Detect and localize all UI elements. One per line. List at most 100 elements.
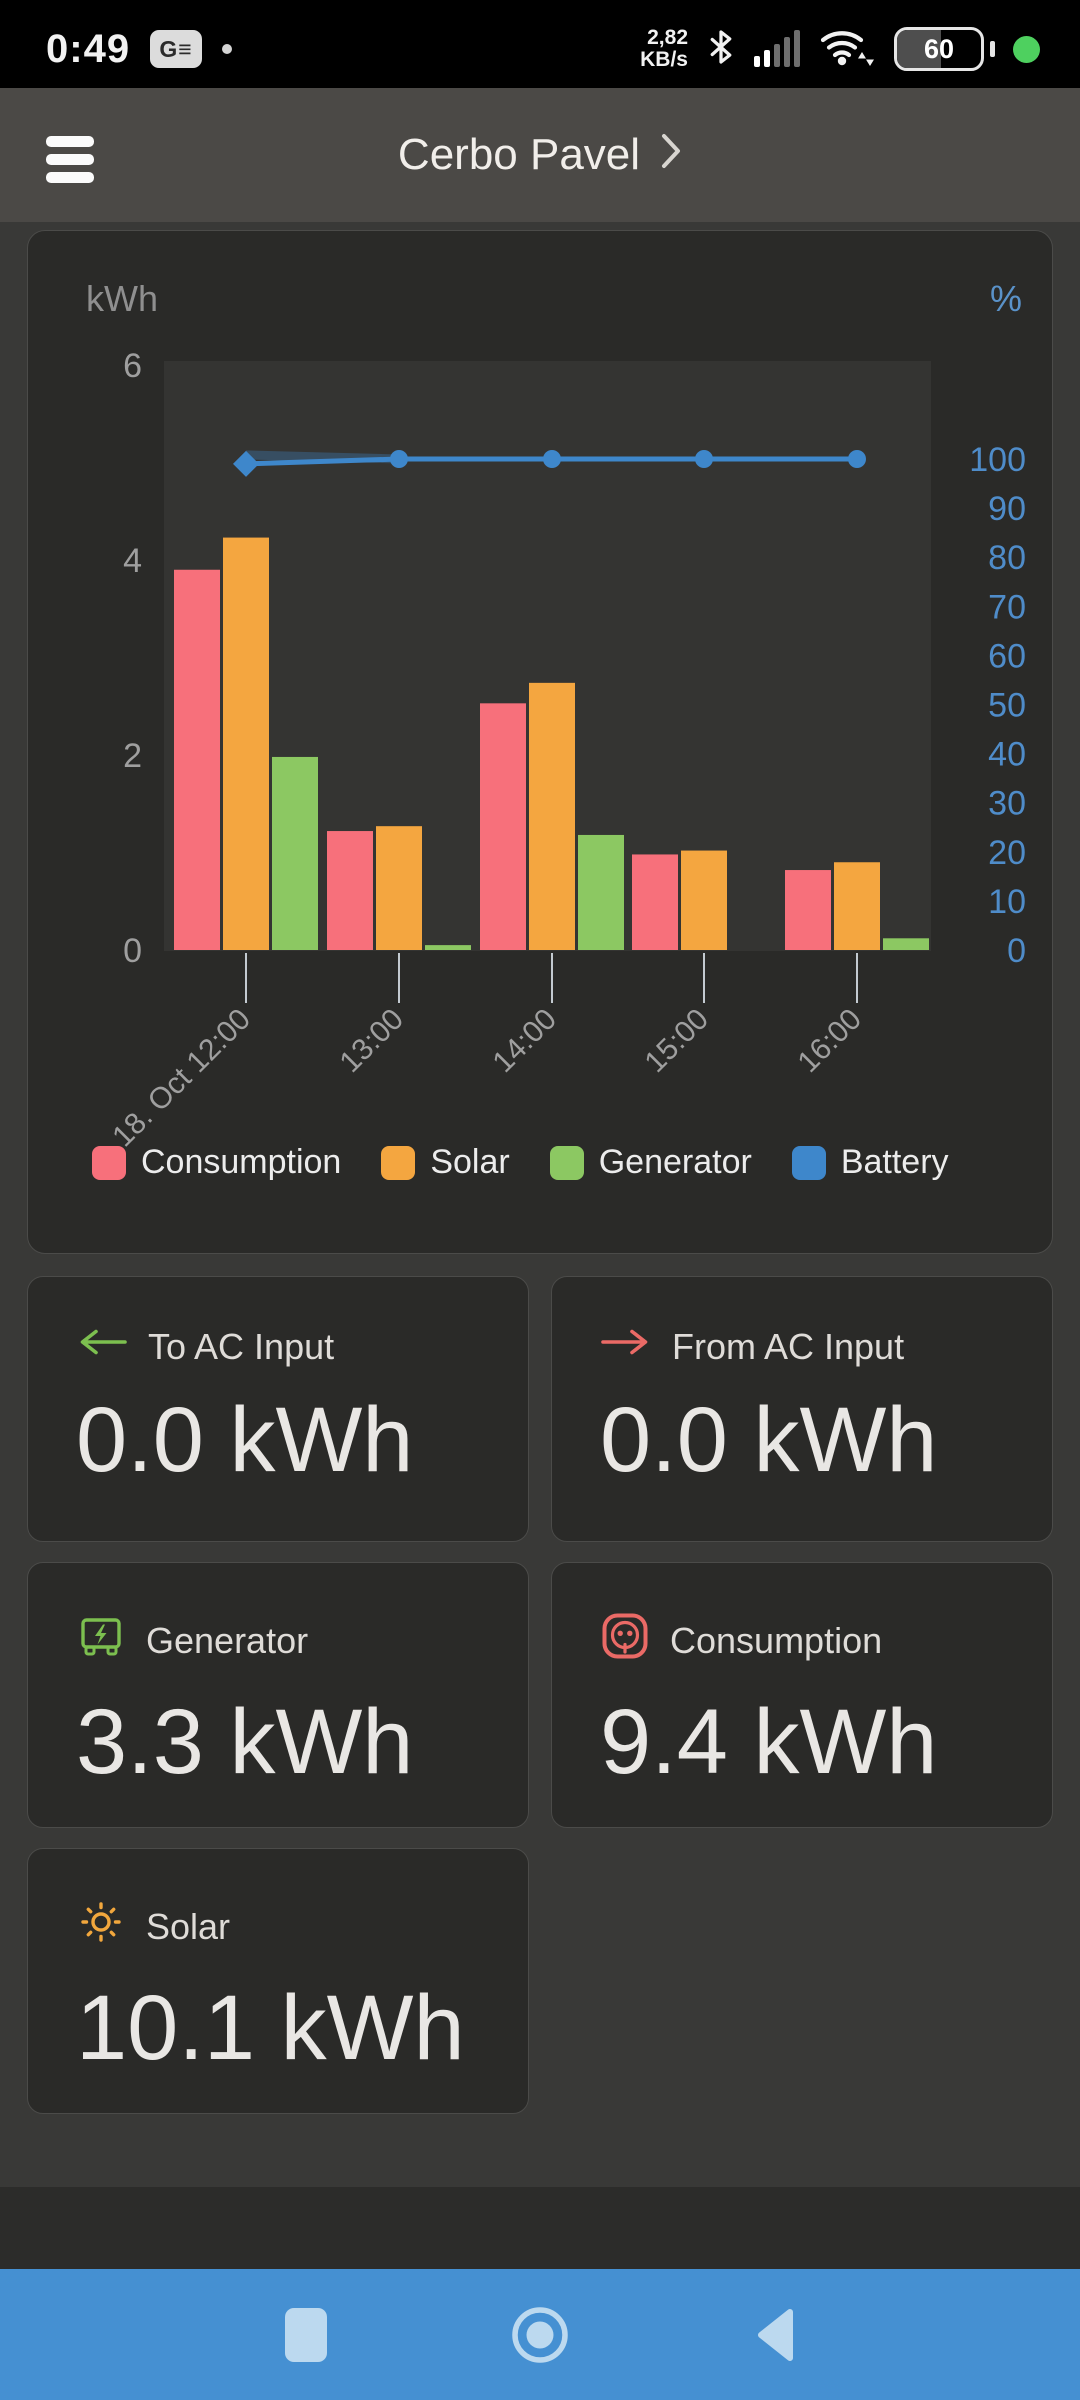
bar-consumption	[632, 854, 678, 950]
battery-nub	[990, 41, 995, 57]
card-generator[interactable]: Generator 3.3 kWh	[27, 1562, 529, 1828]
recents-button[interactable]	[274, 2303, 338, 2367]
card-from-ac-input[interactable]: From AC Input 0.0 kWh	[551, 1276, 1053, 1542]
arrow-right-icon	[600, 1325, 652, 1368]
notification-dot-icon	[222, 44, 233, 54]
menu-button[interactable]	[46, 136, 94, 183]
bar-solar	[834, 862, 880, 950]
bar-solar	[223, 537, 269, 950]
signal-icon	[754, 27, 800, 72]
home-button[interactable]	[508, 2303, 572, 2367]
bar-consumption	[327, 831, 373, 950]
axis-tick-label: 6	[123, 347, 142, 385]
bar-consumption	[480, 703, 526, 950]
axis-tick-label: 40	[988, 736, 1026, 774]
card-label: Solar	[146, 1905, 231, 1947]
axis-tick-label: 0	[123, 932, 142, 970]
back-button[interactable]	[742, 2303, 806, 2367]
bar-consumption	[785, 870, 831, 950]
clock: 0:49	[46, 26, 131, 71]
energy-chart-panel: kWh% 0 2 4 6 0 10 20 30 40 50 60 70 80 90 100 18. Oct 12…	[27, 230, 1053, 1254]
bar-solar	[681, 850, 727, 950]
axis-tick-label: 80	[988, 539, 1026, 577]
battery-icon: 60	[894, 27, 984, 71]
legend-swatch	[549, 1145, 584, 1180]
axis-tick-label: kWh	[86, 278, 158, 319]
bar-solar	[376, 826, 422, 950]
chevron-right-icon	[660, 130, 682, 180]
card-value: 9.4 kWh	[600, 1691, 938, 1793]
legend-swatch	[791, 1145, 826, 1180]
sun-icon	[76, 1897, 126, 1956]
bar-generator	[425, 945, 471, 950]
socket-icon	[600, 1611, 650, 1670]
legend-item-battery[interactable]: Battery	[791, 1143, 949, 1182]
bar-solar	[529, 682, 575, 950]
card-label: From AC Input	[672, 1325, 905, 1367]
axis-tick-label: 15:00	[639, 1003, 715, 1079]
card-label: Generator	[146, 1619, 309, 1661]
status-bar: 0:49 G≡ 2,82 KB/s	[0, 0, 1080, 88]
line-marker	[543, 450, 561, 468]
axis-tick-label: 13:00	[334, 1003, 410, 1079]
card-label: To AC Input	[148, 1325, 335, 1367]
axis-tick-label: 16:00	[792, 1003, 868, 1079]
card-consumption[interactable]: Consumption 9.4 kWh	[551, 1562, 1053, 1828]
back-triangle-icon	[758, 2308, 793, 2361]
bar-generator	[578, 834, 624, 950]
bluetooth-icon	[706, 27, 736, 72]
legend-swatch	[381, 1145, 416, 1180]
axis-tick-label: %	[990, 278, 1022, 319]
card-value: 10.1 kWh	[76, 1977, 465, 2079]
card-to-ac-input[interactable]: To AC Input 0.0 kWh	[27, 1276, 529, 1542]
installation-selector[interactable]: Cerbo Pavel	[0, 88, 1080, 222]
chart-legend: Consumption Solar Generator Battery	[92, 1143, 949, 1182]
axis-tick-label: 60	[988, 637, 1026, 675]
legend-label: Solar	[430, 1143, 510, 1181]
generator-icon	[76, 1611, 126, 1670]
legend-item-solar[interactable]: Solar	[381, 1143, 510, 1182]
legend-label: Battery	[840, 1143, 949, 1181]
notification-badge-icon: G≡	[150, 30, 203, 68]
line-marker	[233, 450, 259, 477]
axis-tick-label: 50	[988, 687, 1026, 725]
card-value: 0.0 kWh	[76, 1389, 414, 1491]
axis-tick-label: 90	[988, 490, 1026, 528]
axis-tick-label: 20	[988, 834, 1026, 872]
line-marker	[695, 450, 713, 468]
wifi-icon	[818, 26, 876, 73]
legend-item-consumption[interactable]: Consumption	[92, 1143, 341, 1182]
android-nav-bar	[0, 2269, 1080, 2400]
home-circle-icon	[512, 2306, 568, 2363]
axis-tick-label: 18. Oct 12:00	[106, 1003, 257, 1154]
network-speed: 2,82 KB/s	[640, 26, 688, 71]
legend-label: Consumption	[141, 1143, 342, 1181]
bottom-spacer	[0, 2187, 1080, 2269]
recents-square-icon	[285, 2307, 327, 2362]
axis-tick-label: 30	[988, 785, 1026, 823]
card-solar[interactable]: Solar 10.1 kWh	[27, 1848, 529, 2114]
axis-tick-label: 4	[123, 542, 142, 580]
green-status-dot-icon	[1013, 35, 1040, 63]
summary-cards: To AC Input 0.0 kWh From AC Input 0.0 kW…	[27, 1276, 1053, 2114]
bar-consumption	[174, 569, 220, 950]
legend-item-generator[interactable]: Generator	[549, 1143, 752, 1182]
axis-tick-label: 0	[1007, 932, 1026, 970]
legend-swatch	[92, 1145, 126, 1180]
axis-tick-label: 100	[969, 441, 1026, 479]
axis-tick-label: 70	[988, 588, 1026, 626]
axis-tick-label: 14:00	[487, 1003, 563, 1079]
bar-generator	[272, 756, 318, 950]
legend-label: Generator	[598, 1143, 752, 1181]
line-marker	[848, 450, 866, 468]
page-title: Cerbo Pavel	[397, 130, 641, 179]
axis-tick-label: 2	[123, 737, 142, 775]
card-value: 0.0 kWh	[600, 1389, 938, 1491]
line-marker	[390, 450, 408, 468]
main-content: kWh% 0 2 4 6 0 10 20 30 40 50 60 70 80 90 100 18. Oct 12…	[0, 222, 1080, 2114]
axis-tick-label: 10	[988, 883, 1026, 921]
app-header: Cerbo Pavel	[0, 88, 1080, 222]
card-value: 3.3 kWh	[76, 1691, 414, 1793]
arrow-left-icon	[76, 1325, 128, 1368]
